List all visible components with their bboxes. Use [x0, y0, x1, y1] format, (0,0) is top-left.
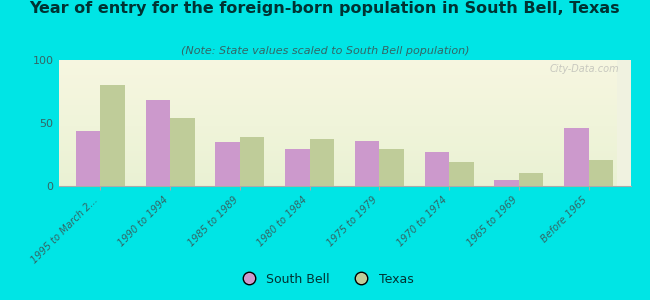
Bar [449, 162, 474, 186]
Bar [58, 130, 617, 133]
Bar [58, 108, 617, 110]
Bar [58, 173, 617, 176]
Bar [146, 100, 170, 186]
Bar [58, 176, 617, 178]
Bar [58, 83, 617, 85]
Bar [240, 137, 265, 186]
Bar [58, 133, 617, 136]
Bar [58, 146, 617, 148]
Bar [58, 141, 617, 143]
Text: Year of entry for the foreign-born population in South Bell, Texas: Year of entry for the foreign-born popul… [30, 2, 620, 16]
Bar [58, 95, 617, 98]
Bar [58, 184, 617, 186]
Bar [355, 141, 380, 186]
Bar [58, 158, 617, 161]
Bar [58, 161, 617, 163]
Bar [58, 100, 617, 103]
Bar [58, 148, 617, 151]
Bar [58, 85, 617, 88]
Bar [58, 80, 617, 83]
Bar [58, 75, 617, 78]
Bar [58, 171, 617, 173]
Bar [58, 123, 617, 125]
Bar [58, 168, 617, 171]
Bar [58, 166, 617, 168]
Bar [58, 118, 617, 121]
Bar [58, 88, 617, 90]
Bar [564, 128, 589, 186]
Bar [424, 152, 449, 186]
Bar [58, 121, 617, 123]
Bar [285, 149, 309, 186]
Bar [519, 173, 543, 186]
Bar [589, 160, 613, 186]
Bar [170, 118, 194, 186]
Bar [58, 103, 617, 105]
Bar [58, 156, 617, 158]
Bar [58, 60, 617, 62]
Bar [58, 153, 617, 156]
Bar [58, 73, 617, 75]
Legend: South Bell, Texas: South Bell, Texas [231, 268, 419, 291]
Bar [58, 90, 617, 93]
Bar [76, 130, 100, 186]
Bar [58, 62, 617, 65]
Bar [215, 142, 240, 186]
Bar [58, 128, 617, 130]
Bar [58, 65, 617, 68]
Text: (Note: State values scaled to South Bell population): (Note: State values scaled to South Bell… [181, 46, 469, 56]
Bar [58, 78, 617, 80]
Bar [58, 105, 617, 108]
Text: City-Data.com: City-Data.com [549, 64, 619, 74]
Bar [58, 143, 617, 146]
Bar [58, 93, 617, 95]
Bar [495, 180, 519, 186]
Bar [58, 151, 617, 153]
Bar [58, 163, 617, 166]
Bar [58, 125, 617, 128]
Bar [58, 110, 617, 113]
Bar [58, 70, 617, 73]
Bar [58, 181, 617, 184]
Bar [58, 113, 617, 116]
Bar [58, 138, 617, 141]
Bar [309, 140, 334, 186]
Bar [100, 85, 125, 186]
Bar [58, 178, 617, 181]
Bar [58, 116, 617, 118]
Bar [58, 68, 617, 70]
Bar [58, 136, 617, 138]
Bar [58, 98, 617, 100]
Bar [380, 149, 404, 186]
